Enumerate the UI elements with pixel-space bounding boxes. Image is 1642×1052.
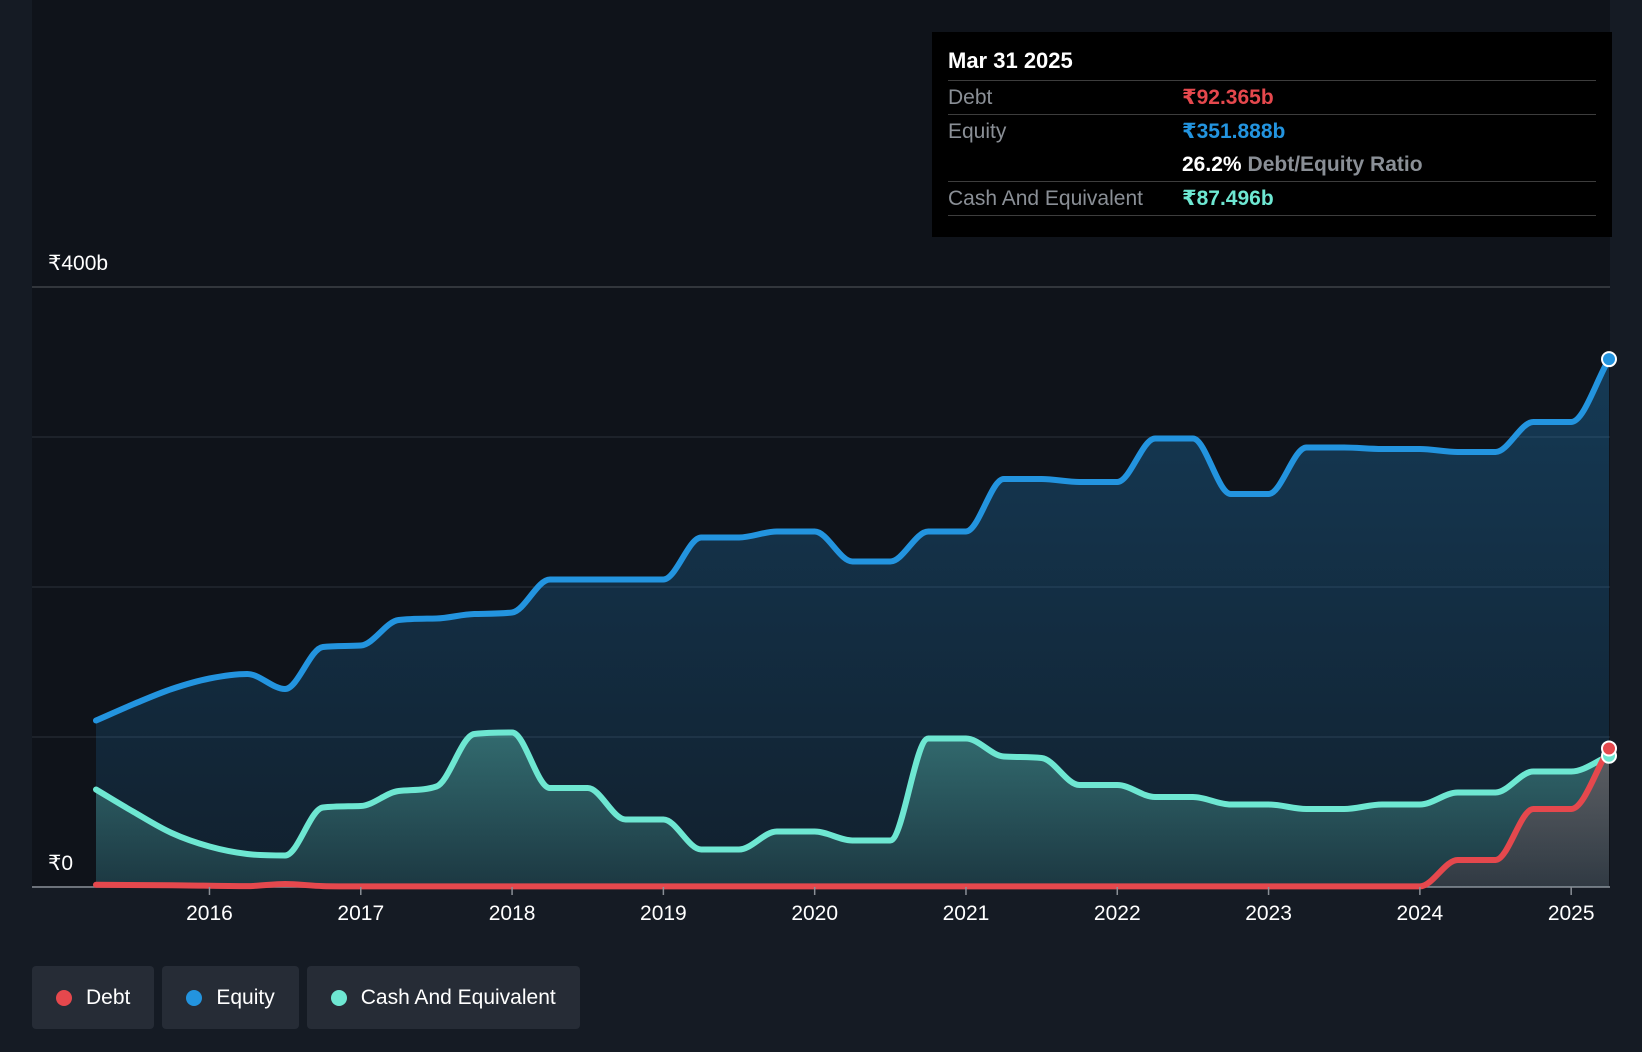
debt-endpoint-marker bbox=[1601, 740, 1617, 757]
debt-line bbox=[93, 745, 1612, 890]
tooltip-debt-value: ₹92.365b bbox=[1182, 86, 1274, 109]
legend-item-cash[interactable]: Cash And Equivalent bbox=[306, 966, 580, 1029]
cash-area bbox=[96, 732, 1609, 887]
x-tick-label-2016: 2016 bbox=[186, 902, 233, 925]
tooltip-row-ratio: 26.2% Debt/Equity Ratio bbox=[948, 148, 1596, 181]
legend-dot-equity bbox=[186, 989, 203, 1006]
y-tick-label-max: ₹400b bbox=[48, 252, 108, 275]
legend-label-debt: Debt bbox=[86, 985, 131, 1009]
debt-area bbox=[96, 748, 1609, 887]
legend-item-debt[interactable]: Debt bbox=[32, 966, 155, 1029]
tooltip-cash-value: ₹87.496b bbox=[1182, 187, 1274, 210]
tooltip-ratio-label: Debt/Equity Ratio bbox=[1247, 152, 1423, 176]
x-tick-label-2021: 2021 bbox=[943, 902, 990, 925]
series-areas bbox=[96, 359, 1609, 887]
x-tick-label-2020: 2020 bbox=[791, 902, 838, 925]
x-tick-label-2022: 2022 bbox=[1094, 902, 1141, 925]
x-tick-label-2024: 2024 bbox=[1397, 902, 1444, 925]
tooltip-row-debt: Debt ₹92.365b bbox=[948, 80, 1596, 114]
legend-dot-debt bbox=[56, 989, 72, 1006]
tooltip-ratio-value: 26.2% bbox=[1182, 152, 1242, 176]
x-tick-label-2017: 2017 bbox=[337, 902, 384, 925]
cash-line bbox=[93, 729, 1612, 859]
tooltip-cash-label: Cash And Equivalent bbox=[948, 186, 1143, 210]
tooltip-row-equity: Equity ₹351.888b bbox=[948, 114, 1596, 148]
x-tick-label-2018: 2018 bbox=[489, 902, 536, 925]
x-tick-label-2025: 2025 bbox=[1548, 902, 1595, 925]
tooltip-equity-label: Equity bbox=[948, 119, 1007, 143]
x-tick-label-2023: 2023 bbox=[1245, 902, 1292, 925]
tooltip-debt-label: Debt bbox=[948, 85, 993, 109]
data-tooltip: Mar 31 2025 Debt ₹92.365b Equity ₹351.88… bbox=[932, 32, 1612, 237]
x-tick-label-2019: 2019 bbox=[640, 902, 687, 925]
series-endpoints bbox=[1601, 351, 1617, 764]
legend-label-equity: Equity bbox=[216, 985, 275, 1009]
equity-line bbox=[93, 356, 1612, 724]
series-lines bbox=[93, 356, 1612, 890]
legend-dot-cash bbox=[330, 989, 347, 1006]
tooltip-equity-value: ₹351.888b bbox=[1182, 120, 1286, 143]
y-tick-label-zero: ₹0 bbox=[48, 852, 73, 875]
tooltip-row-cash: Cash And Equivalent ₹87.496b bbox=[948, 181, 1596, 216]
legend-item-equity[interactable]: Equity bbox=[162, 966, 299, 1029]
x-axis: 2016 2017 2018 2019 2020 2021 2022 2023 2024 2025 bbox=[186, 887, 1595, 925]
chart-legend: Debt Equity Cash And Equivalent bbox=[32, 966, 580, 1029]
legend-label-cash: Cash And Equivalent bbox=[360, 985, 556, 1009]
equity-endpoint-marker bbox=[1601, 351, 1617, 368]
tooltip-date: Mar 31 2025 bbox=[948, 48, 1073, 73]
y-axis: ₹400b ₹0 bbox=[48, 252, 108, 875]
